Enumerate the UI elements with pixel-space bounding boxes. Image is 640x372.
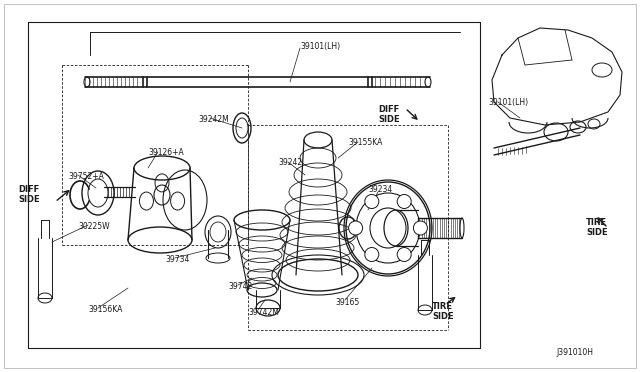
Ellipse shape xyxy=(365,247,379,262)
Text: 39156KA: 39156KA xyxy=(88,305,122,314)
Text: 39126+A: 39126+A xyxy=(148,148,184,157)
Text: 39165: 39165 xyxy=(335,298,359,307)
Text: 39101(LH): 39101(LH) xyxy=(488,98,528,107)
Text: 39742: 39742 xyxy=(228,282,252,291)
Text: 39155KA: 39155KA xyxy=(348,138,382,147)
Text: 30225W: 30225W xyxy=(78,222,109,231)
Ellipse shape xyxy=(349,221,363,235)
Text: DIFF
SIDE: DIFF SIDE xyxy=(18,185,40,204)
Text: 39734: 39734 xyxy=(165,255,189,264)
Text: J391010H: J391010H xyxy=(556,348,593,357)
Text: 39101(LH): 39101(LH) xyxy=(300,42,340,51)
Text: 39752+A: 39752+A xyxy=(68,172,104,181)
Ellipse shape xyxy=(365,195,379,208)
Text: 39242: 39242 xyxy=(278,158,302,167)
Text: TIRE
SIDE: TIRE SIDE xyxy=(432,302,454,321)
Text: 39742M: 39742M xyxy=(248,308,279,317)
Ellipse shape xyxy=(397,195,411,208)
Ellipse shape xyxy=(413,221,428,235)
Text: 39234: 39234 xyxy=(368,185,392,194)
Text: 39242M: 39242M xyxy=(198,115,228,124)
Text: TIRE
SIDE: TIRE SIDE xyxy=(586,218,607,237)
Ellipse shape xyxy=(397,247,411,262)
Text: DIFF
SIDE: DIFF SIDE xyxy=(378,105,399,124)
